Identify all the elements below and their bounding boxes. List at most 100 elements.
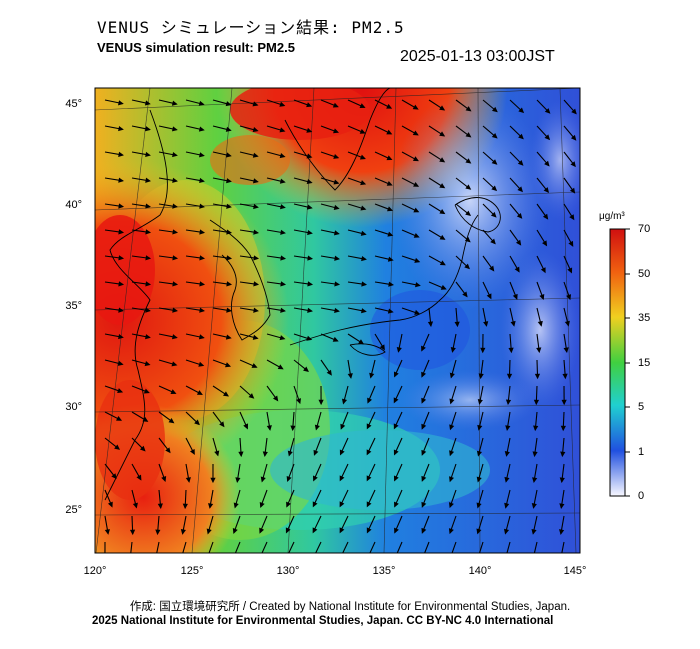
wind-arrow (396, 541, 403, 553)
wind-arrowhead (532, 477, 538, 483)
copyright-line: 2025 National Institute for Environmenta… (92, 615, 554, 627)
wind-arrowhead (396, 346, 402, 353)
wind-arrowhead (462, 291, 468, 298)
wind-arrowhead (387, 308, 394, 314)
wind-arrowhead (449, 450, 455, 457)
wind-arrowhead (542, 213, 549, 220)
wind-arrowhead (569, 187, 576, 194)
wind-arrowhead (449, 398, 455, 405)
wind-arrowhead (476, 450, 482, 457)
wind-arrowhead (280, 307, 286, 313)
wind-arrowhead (505, 555, 508, 559)
wind-arrowhead (161, 476, 167, 482)
lat-label-45: 45° (65, 98, 82, 110)
wind-arrowhead (334, 255, 340, 261)
wind-arrowhead (277, 364, 284, 370)
wind-arrowhead (279, 178, 286, 184)
wind-arrowhead (422, 555, 425, 559)
wind-arrowhead (542, 240, 548, 247)
wind-arrowhead (129, 556, 132, 560)
wind-arrowhead (207, 555, 210, 559)
wind-arrowhead (333, 204, 340, 210)
wind-arrowhead (306, 335, 313, 341)
wind-vectors (103, 99, 577, 560)
wind-arrowhead (145, 334, 151, 340)
wind-arrowhead (491, 185, 498, 192)
wind-arrowhead (287, 450, 293, 457)
wind-arrowhead (157, 503, 163, 510)
wind-arrowhead (168, 418, 175, 424)
wind-arrowhead (570, 134, 577, 141)
lon-label-125: 125° (180, 565, 204, 577)
wind-arrowhead (477, 555, 480, 559)
wind-arrowhead (543, 187, 550, 194)
wind-arrowhead (454, 321, 460, 328)
wind-arrowhead (103, 556, 106, 560)
wind-arrowhead (172, 229, 179, 235)
wind-arrowhead (226, 255, 233, 261)
wind-arrowhead (180, 529, 186, 535)
wind-arrowhead (118, 333, 124, 340)
wind-arrowhead (118, 255, 125, 261)
wind-arrowhead (206, 528, 212, 535)
wind-arrowhead (421, 345, 426, 352)
wind-arrowhead (476, 528, 482, 535)
wind-arrowhead (118, 281, 125, 287)
wind-arrowhead (340, 423, 346, 430)
wind-arrowhead (534, 373, 541, 380)
wind-arrowhead (155, 529, 161, 536)
wind-arrowhead (225, 362, 232, 368)
wind-arrowhead (359, 154, 366, 160)
wind-arrowhead (531, 528, 537, 535)
wind-arrowhead (360, 180, 367, 186)
wind-arrowhead (564, 320, 570, 327)
wind-arrowhead (413, 232, 420, 238)
wind-arrowhead (280, 281, 287, 287)
wind-arrowhead (366, 527, 372, 534)
wind-arrowhead (306, 153, 313, 159)
wind-arrow (208, 541, 214, 553)
wind-arrowhead (569, 214, 575, 221)
wind-arrowhead (421, 501, 427, 508)
wind-arrowhead (219, 421, 225, 428)
title-ja: VENUS シミュレーション結果: PM2.5 (97, 18, 405, 37)
wind-arrowhead (248, 393, 255, 399)
wind-arrowhead (421, 397, 427, 404)
wind-arrowhead (491, 159, 498, 165)
credit-line: 作成: 国立環境研究所 / Created by National Instit… (129, 601, 571, 613)
wind-arrowhead (412, 130, 419, 136)
wind-arrowhead (516, 212, 523, 219)
wind-arrowhead (386, 103, 393, 109)
wind-arrowhead (439, 234, 446, 240)
wind-arrowhead (145, 126, 151, 132)
wind-arrowhead (196, 390, 203, 395)
wind-arrowhead (490, 238, 496, 245)
wind-arrowhead (252, 178, 259, 184)
wind-arrowhead (427, 321, 434, 328)
wind-arrowhead (199, 152, 205, 158)
wind-arrowhead (165, 447, 171, 454)
wind-arrowhead (510, 320, 516, 327)
wind-arrowhead (210, 477, 216, 484)
wind-arrowhead (333, 153, 340, 159)
wind-arrowhead (388, 281, 394, 287)
wind-arrowhead (518, 107, 525, 114)
wind-arrowhead (393, 371, 399, 378)
wind-arrowhead (306, 127, 313, 133)
wind-arrow (261, 541, 268, 553)
coast-korea (209, 219, 271, 341)
wind-arrowhead (189, 448, 195, 455)
wind-arrowhead (145, 151, 151, 158)
wind-arrowhead (171, 100, 178, 106)
wind-arrowhead (358, 339, 365, 345)
wind-arrowhead (505, 399, 512, 406)
wind-arrowhead (259, 527, 265, 534)
wind-arrowhead (393, 475, 399, 482)
wind-arrowhead (332, 336, 339, 342)
wind-arrowhead (544, 134, 551, 141)
wind-arrowhead (393, 449, 399, 456)
wind-arrowhead (252, 152, 259, 158)
wind-arrowhead (208, 503, 214, 509)
wind-arrowhead (199, 281, 206, 287)
